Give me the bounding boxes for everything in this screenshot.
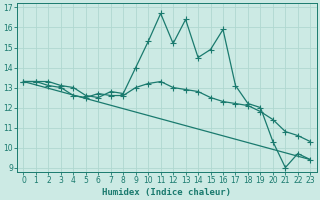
- X-axis label: Humidex (Indice chaleur): Humidex (Indice chaleur): [102, 188, 231, 197]
